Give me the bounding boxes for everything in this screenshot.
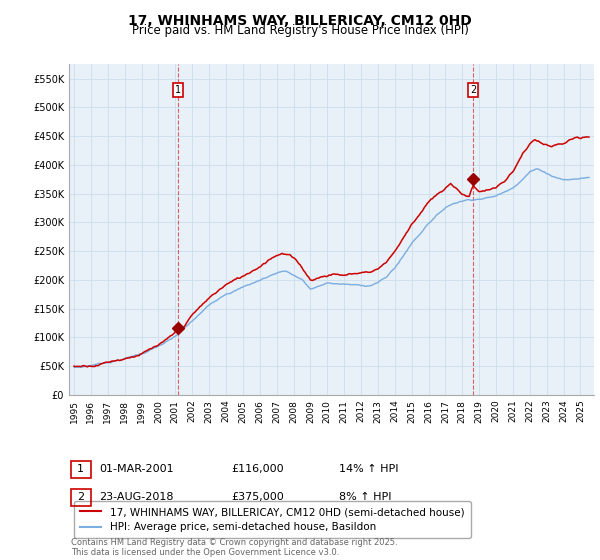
Text: 2: 2 [77, 492, 84, 502]
Text: 8% ↑ HPI: 8% ↑ HPI [339, 492, 391, 502]
Text: £375,000: £375,000 [231, 492, 284, 502]
Text: 01-MAR-2001: 01-MAR-2001 [99, 464, 173, 474]
Text: 1: 1 [175, 85, 181, 95]
Legend: 17, WHINHAMS WAY, BILLERICAY, CM12 0HD (semi-detached house), HPI: Average price: 17, WHINHAMS WAY, BILLERICAY, CM12 0HD (… [74, 501, 470, 539]
Text: 14% ↑ HPI: 14% ↑ HPI [339, 464, 398, 474]
Text: Price paid vs. HM Land Registry's House Price Index (HPI): Price paid vs. HM Land Registry's House … [131, 24, 469, 37]
Text: 2: 2 [470, 85, 476, 95]
Text: Contains HM Land Registry data © Crown copyright and database right 2025.
This d: Contains HM Land Registry data © Crown c… [71, 538, 397, 557]
Text: 17, WHINHAMS WAY, BILLERICAY, CM12 0HD: 17, WHINHAMS WAY, BILLERICAY, CM12 0HD [128, 14, 472, 28]
Text: 23-AUG-2018: 23-AUG-2018 [99, 492, 173, 502]
Text: £116,000: £116,000 [231, 464, 284, 474]
Text: 1: 1 [77, 464, 84, 474]
